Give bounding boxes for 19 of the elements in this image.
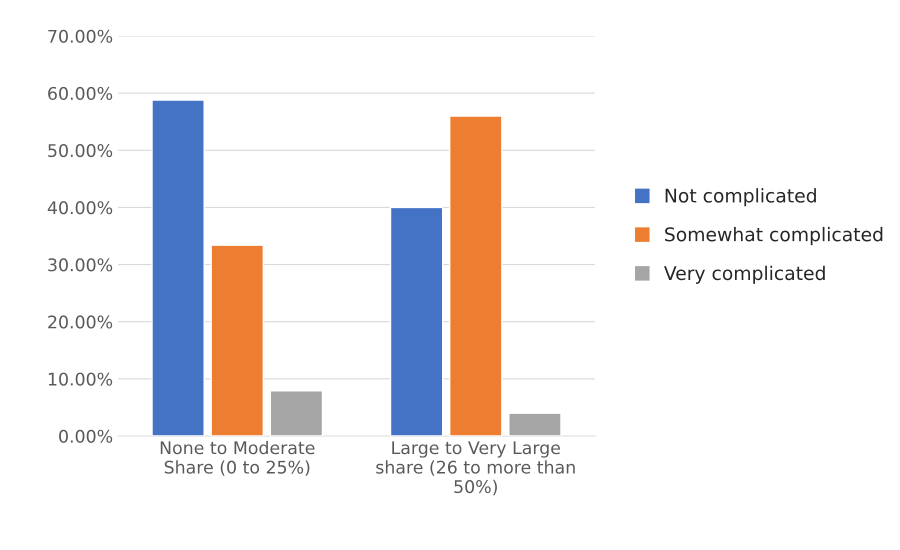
y-tick-label: 10.00% xyxy=(48,372,112,386)
legend-label: Not complicated xyxy=(666,188,816,206)
y-tick-label: 30.00% xyxy=(48,258,112,272)
bar xyxy=(508,412,562,436)
legend-label: Somewhat complicated xyxy=(665,226,882,246)
y-tick-label: 60.00% xyxy=(48,86,112,100)
x-tick-label: None to Moderate Share (0 to 25%) xyxy=(160,440,314,476)
y-tick-label: 50.00% xyxy=(48,144,112,158)
y-tick-label: 20.00% xyxy=(48,315,112,329)
y-tick-label: 70.00% xyxy=(48,30,112,43)
y-tick-label: 0.00% xyxy=(59,430,112,443)
y-tick-label: 40.00% xyxy=(48,201,112,214)
bar xyxy=(270,390,324,436)
bar xyxy=(390,206,444,436)
bar xyxy=(210,244,264,436)
legend-label: Very complicated xyxy=(664,266,825,284)
bar xyxy=(448,115,503,436)
x-tick-label: Large to Very Large share (26 to more than 50%) xyxy=(376,441,575,496)
bar xyxy=(151,99,205,436)
